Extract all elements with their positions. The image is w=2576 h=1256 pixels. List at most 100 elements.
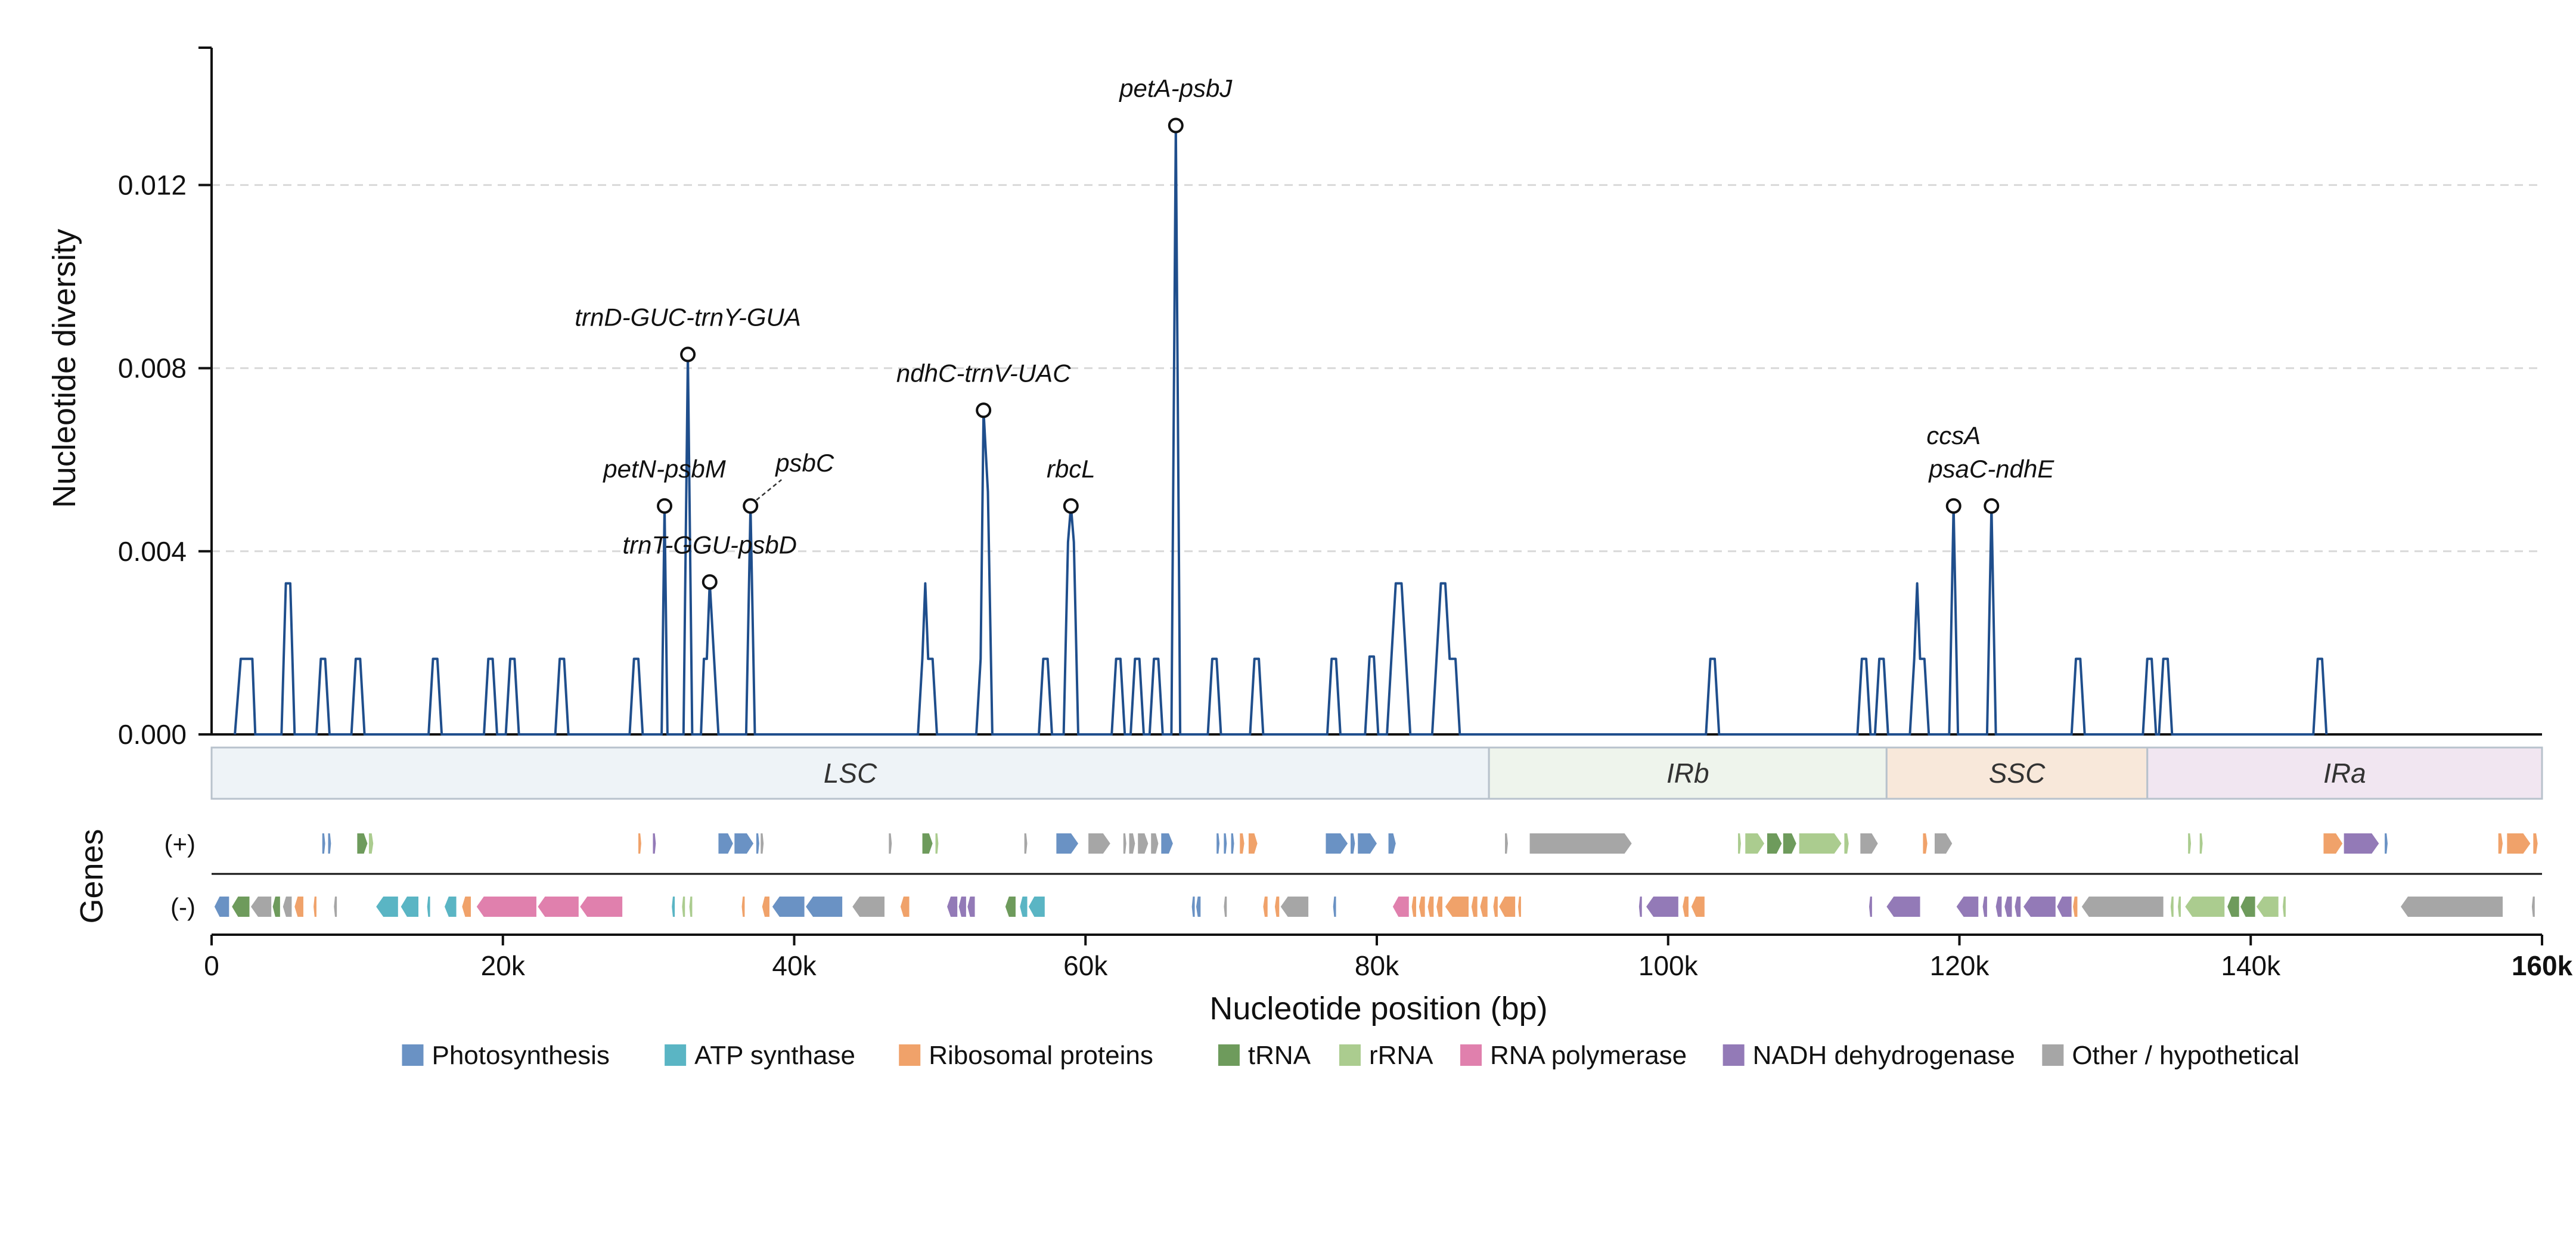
legend-swatch — [665, 1044, 687, 1066]
x-tick-label: 160k — [2512, 950, 2573, 981]
gene-block — [427, 897, 430, 917]
gene-block — [1982, 897, 1987, 917]
gene-block — [1020, 897, 1028, 917]
gene-block — [1499, 897, 1516, 917]
gene-block — [1745, 833, 1765, 854]
gene-block — [947, 897, 958, 917]
gene-block — [1326, 833, 1348, 854]
gene-block — [2004, 897, 2012, 917]
gene-block — [1151, 833, 1159, 854]
gene-block — [1351, 833, 1355, 854]
axes: 0.000 0.004 0.008 0.012 0 20k 40k 60k 80k 100k 120… — [118, 46, 2573, 981]
legend-label: Photosynthesis — [432, 1041, 609, 1070]
gene-block — [2178, 897, 2181, 917]
peak-annotations: petA-psbJ trnD-GUC-trnY-GUA ndhC-trnV-UAC p… — [575, 75, 2054, 590]
gene-block — [1263, 897, 1268, 917]
peak-marker — [1063, 498, 1079, 514]
region-label: IRb — [1666, 758, 1709, 789]
legend-swatch — [1722, 1044, 1745, 1066]
gene-block — [1995, 897, 2002, 917]
x-tick-label: 100k — [1638, 950, 1699, 981]
gene-block — [445, 897, 457, 917]
gene-block — [368, 833, 374, 854]
gene-block — [682, 897, 685, 917]
gene-block — [762, 897, 769, 917]
gene-block — [462, 897, 471, 917]
gene-block — [1216, 833, 1220, 854]
gene-block — [1224, 833, 1227, 854]
gene-block — [638, 833, 641, 854]
gene-block — [741, 897, 745, 917]
gene-block — [772, 897, 805, 917]
genes-axis-title: Genes — [74, 829, 110, 923]
legend-swatch — [2042, 1044, 2064, 1066]
gene-block — [1411, 897, 1416, 917]
gene-block — [1419, 897, 1425, 917]
gene-block — [1024, 833, 1028, 854]
gene-block — [1358, 833, 1377, 854]
gene-block — [889, 833, 892, 854]
gene-block — [2283, 897, 2286, 917]
peak-marker — [1984, 498, 2000, 514]
region-irb — [1488, 746, 1888, 800]
legend-label: NADH dehydrogenase — [1753, 1041, 2015, 1070]
gene-block — [1683, 897, 1689, 917]
gene-block — [2057, 897, 2072, 917]
gene-block — [935, 833, 939, 854]
gene-block — [1767, 833, 1782, 854]
gene-block — [1240, 833, 1244, 854]
gene-block — [2344, 833, 2379, 854]
legend-swatch — [1218, 1044, 1240, 1066]
gene-block — [1005, 897, 1016, 917]
gene-block — [2507, 833, 2531, 854]
strand-plus-label: (+) — [165, 830, 196, 858]
gene-block — [1248, 833, 1258, 854]
gene-block — [2257, 897, 2279, 917]
gene-block — [1231, 833, 1234, 854]
gene-block — [1427, 897, 1434, 917]
diversity-line — [234, 124, 2328, 736]
gene-block — [756, 833, 759, 854]
gene-block — [1518, 897, 1521, 917]
gene-block — [2073, 897, 2078, 917]
region-label: LSC — [824, 758, 877, 789]
gene-block — [1923, 833, 1928, 854]
gene-block — [1028, 897, 1045, 917]
legend-swatch — [402, 1044, 424, 1066]
gene-block — [1333, 897, 1336, 917]
gene-block — [1196, 897, 1201, 917]
gene-block — [357, 833, 368, 854]
gene-block — [1436, 897, 1442, 917]
peak-label: petA-psbJ — [1118, 75, 1233, 103]
region-label: IRa — [2323, 758, 2366, 789]
gene-block — [1392, 897, 1409, 917]
region-lsc — [210, 746, 1490, 800]
legend-label: ATP synthase — [694, 1041, 855, 1070]
gene-block — [250, 897, 272, 917]
gene-block — [1869, 897, 1872, 917]
gene-block — [1471, 897, 1478, 917]
gene-block — [1638, 897, 1642, 917]
gene-block — [689, 897, 693, 917]
gene-block — [1844, 833, 1849, 854]
peak-marker — [976, 402, 992, 418]
x-tick-label: 20k — [481, 950, 526, 981]
gene-block — [2385, 833, 2388, 854]
legend-label: Other / hypothetical — [2072, 1041, 2299, 1070]
region-ssc — [1885, 746, 2149, 800]
gene-block — [1480, 897, 1488, 917]
gene-block — [1191, 897, 1195, 917]
legend-label: RNA polymerase — [1490, 1041, 1687, 1070]
gene-block — [1445, 897, 1469, 917]
gene-block — [718, 833, 733, 854]
gene-block — [852, 897, 885, 917]
gene-block — [1738, 833, 1741, 854]
gene-block — [1799, 833, 1842, 854]
gene-block — [900, 897, 910, 917]
gene-block — [283, 897, 292, 917]
gene-block — [1646, 897, 1678, 917]
x-tick-label: 140k — [2221, 950, 2281, 981]
diversity-series — [234, 124, 2328, 736]
